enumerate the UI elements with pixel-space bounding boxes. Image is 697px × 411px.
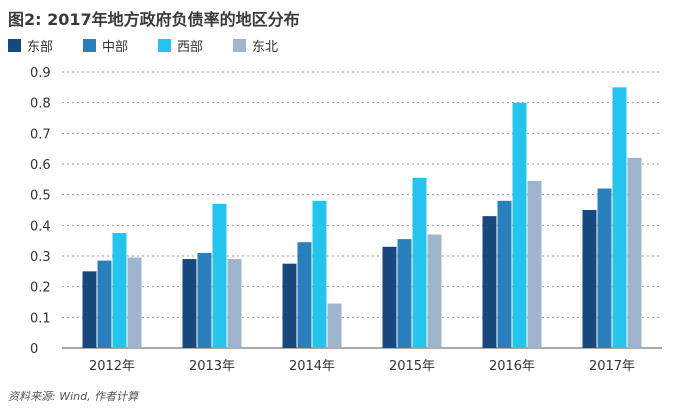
legend-label: 东北 [252, 40, 279, 55]
bar [312, 200, 327, 348]
legend-item: 东部 [8, 36, 53, 55]
y-tick-label: 0.6 [30, 158, 51, 173]
bar [412, 177, 427, 348]
source-note: 资料来源: Wind, 作者计算 [8, 390, 139, 403]
bar [497, 200, 512, 348]
bar [382, 246, 397, 348]
bar [127, 257, 142, 348]
bar [297, 242, 312, 348]
legend-swatch [158, 39, 172, 52]
y-tick-label: 0.9 [30, 66, 51, 81]
bar [397, 239, 412, 348]
bar [427, 234, 442, 348]
bar [282, 263, 297, 348]
legend-swatch [83, 39, 97, 52]
y-tick-label: 0.4 [30, 219, 51, 234]
bar [482, 216, 497, 348]
x-tick-label: 2014年 [289, 359, 335, 374]
legend-swatch [8, 39, 21, 52]
bar [112, 233, 127, 348]
legend-label: 西部 [177, 40, 204, 55]
bar [227, 259, 242, 348]
x-tick-label: 2012年 [89, 359, 135, 374]
bar [512, 102, 527, 349]
chart-title: 图2: 2017年地方政府负债率的地区分布 [8, 10, 300, 29]
bar [597, 188, 612, 348]
bar [212, 203, 227, 348]
y-tick-label: 0.2 [30, 281, 51, 296]
bar [182, 259, 197, 348]
bar [582, 210, 597, 348]
bar [327, 303, 342, 348]
bar [82, 271, 97, 348]
legend-item: 西部 [158, 36, 203, 55]
x-tick-label: 2017年 [589, 359, 635, 374]
y-tick-label: 0.1 [30, 311, 51, 326]
bar [97, 260, 112, 348]
x-tick-label: 2013年 [189, 359, 235, 374]
bar [197, 252, 212, 348]
y-tick-label: 0.5 [30, 189, 51, 204]
y-tick-label: 0.8 [30, 97, 51, 112]
bar [527, 180, 542, 348]
legend: 东部 中部 西部 东北 [8, 36, 308, 55]
y-tick-label: 0.7 [30, 127, 51, 142]
x-tick-label: 2015年 [389, 359, 435, 374]
legend-item: 东北 [233, 36, 278, 55]
legend-label: 东部 [27, 40, 54, 55]
bar [627, 157, 642, 348]
legend-label: 中部 [102, 40, 129, 55]
x-tick-label: 2016年 [489, 359, 535, 374]
y-tick-label: 0 [30, 342, 38, 357]
legend-item: 中部 [83, 36, 128, 55]
bar [612, 87, 627, 348]
y-tick-label: 0.3 [30, 250, 51, 265]
legend-swatch [233, 39, 247, 52]
